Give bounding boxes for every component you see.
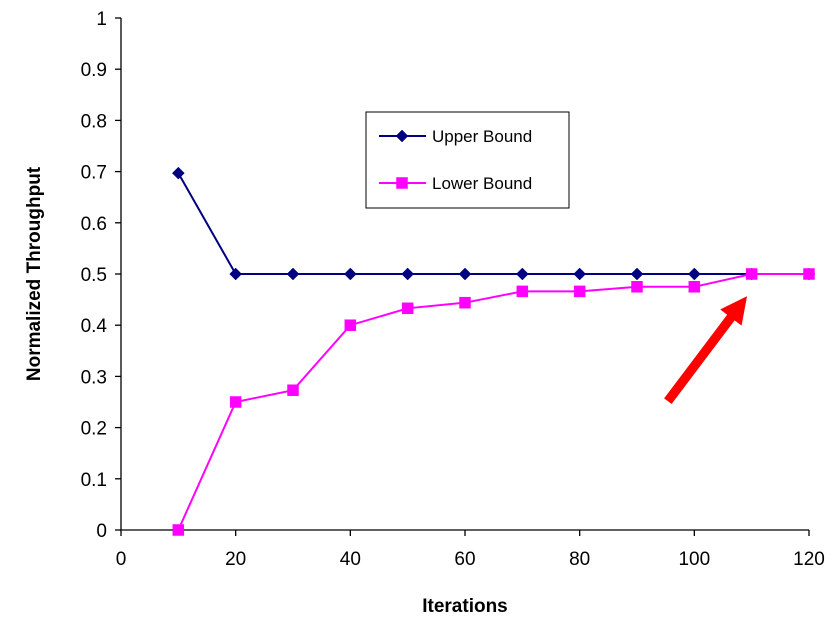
data-point-marker [746, 269, 757, 280]
y-axis-title: Normalized Throughput [24, 166, 45, 381]
x-tick-label: 60 [454, 549, 475, 570]
data-point-marker [345, 320, 356, 331]
data-point-marker [631, 268, 643, 280]
y-tick-label: 0.3 [81, 367, 107, 388]
y-tick-label: 0.8 [81, 111, 107, 132]
y-tick-label: 1 [96, 9, 107, 30]
legend-marker-swatch [397, 178, 408, 189]
data-point-marker [460, 297, 471, 308]
x-tick-label: 20 [225, 549, 246, 570]
x-tick-label: 40 [340, 549, 361, 570]
data-point-marker [632, 281, 643, 292]
data-point-marker [288, 385, 299, 396]
y-tick-label: 0.4 [81, 316, 108, 337]
y-tick-label: 0.7 [81, 163, 107, 184]
data-point-marker [688, 268, 700, 280]
y-tick-label: 0.6 [81, 214, 107, 235]
data-point-marker [402, 303, 413, 314]
x-tick-label: 0 [116, 549, 127, 570]
x-tick-label: 120 [793, 549, 825, 570]
series-line [178, 274, 809, 530]
data-point-marker [287, 268, 299, 280]
data-point-marker [804, 269, 815, 280]
y-tick-label: 0.2 [81, 419, 107, 440]
data-point-marker [689, 281, 700, 292]
data-point-marker [517, 286, 528, 297]
legend-label: Lower Bound [432, 174, 532, 193]
data-point-marker [459, 268, 471, 280]
y-tick-label: 0.1 [81, 470, 107, 491]
y-tick-label: 0.9 [81, 60, 107, 81]
legend: Upper Bound Lower Bound [366, 112, 569, 208]
legend-label: Upper Bound [432, 127, 532, 146]
annotations [664, 297, 746, 404]
x-axis-title: Iterations [422, 596, 508, 617]
data-point-marker [230, 397, 241, 408]
y-tick-label: 0.5 [81, 265, 107, 286]
data-point-marker [574, 286, 585, 297]
data-point-marker [172, 167, 184, 179]
data-point-marker [516, 268, 528, 280]
x-tick-label: 100 [678, 549, 710, 570]
data-point-marker [574, 268, 586, 280]
data-point-marker [230, 268, 242, 280]
data-point-marker [402, 268, 414, 280]
ticks: 0 0.1 0.2 0.3 0.4 0.5 0.6 0.7 0.8 0.9 1 0 20 40 60 80 10… [81, 9, 825, 570]
series-square-group [173, 269, 815, 536]
data-point-marker [344, 268, 356, 280]
red-arrow-annotation [664, 297, 746, 404]
series [172, 167, 815, 535]
x-tick-label: 80 [569, 549, 590, 570]
y-tick-label: 0 [96, 521, 107, 542]
data-point-marker [173, 525, 184, 536]
